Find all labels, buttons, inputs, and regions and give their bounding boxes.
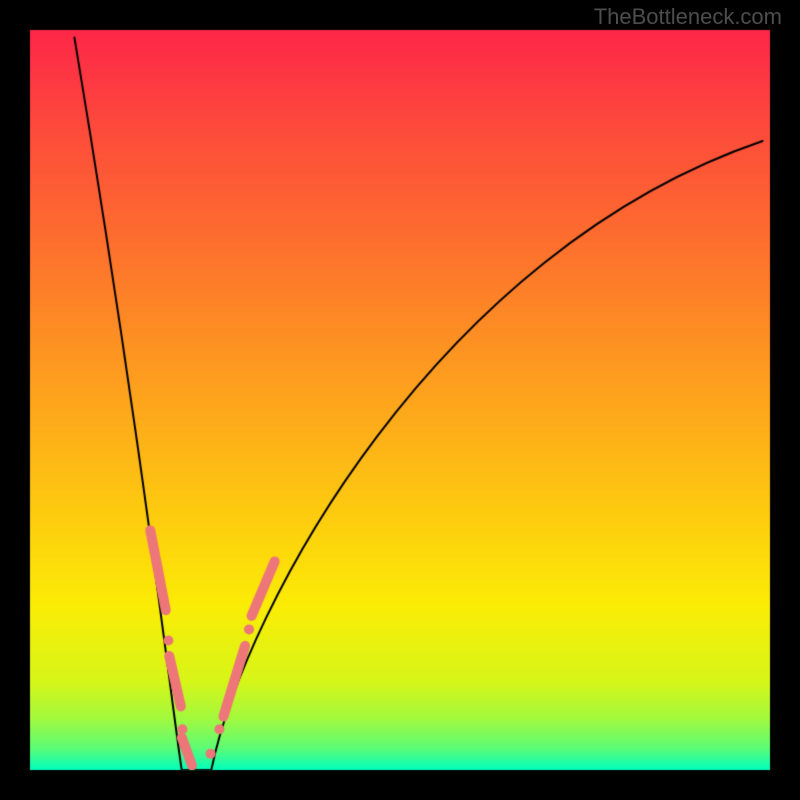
chart-root: TheBottleneck.com xyxy=(0,0,800,800)
chart-curve-canvas xyxy=(0,0,800,800)
